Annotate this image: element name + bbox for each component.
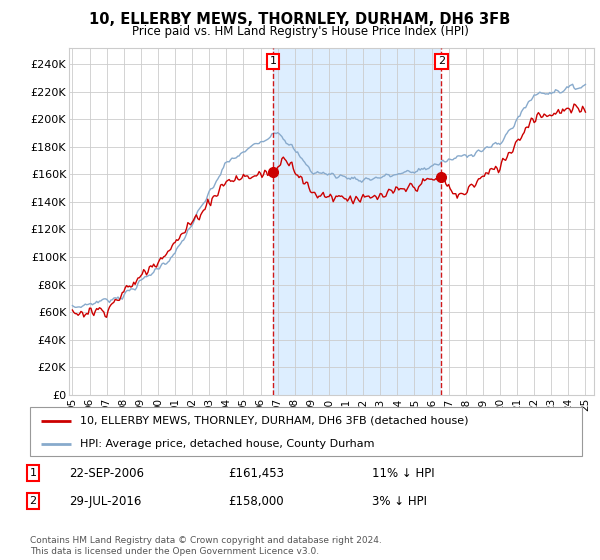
Text: £161,453: £161,453 bbox=[228, 466, 284, 480]
Text: 10, ELLERBY MEWS, THORNLEY, DURHAM, DH6 3FB (detached house): 10, ELLERBY MEWS, THORNLEY, DURHAM, DH6 … bbox=[80, 416, 468, 426]
Text: Price paid vs. HM Land Registry's House Price Index (HPI): Price paid vs. HM Land Registry's House … bbox=[131, 25, 469, 38]
Bar bbox=[273, 48, 441, 395]
Text: 2: 2 bbox=[438, 57, 445, 67]
FancyBboxPatch shape bbox=[30, 407, 582, 456]
Text: Contains HM Land Registry data © Crown copyright and database right 2024.
This d: Contains HM Land Registry data © Crown c… bbox=[30, 536, 382, 556]
Text: 1: 1 bbox=[269, 57, 277, 67]
Text: £158,000: £158,000 bbox=[228, 494, 284, 508]
Text: 3% ↓ HPI: 3% ↓ HPI bbox=[372, 494, 427, 508]
Text: 2: 2 bbox=[29, 496, 37, 506]
Text: 22-SEP-2006: 22-SEP-2006 bbox=[69, 466, 144, 480]
Text: HPI: Average price, detached house, County Durham: HPI: Average price, detached house, Coun… bbox=[80, 439, 374, 449]
Text: 29-JUL-2016: 29-JUL-2016 bbox=[69, 494, 142, 508]
Text: 11% ↓ HPI: 11% ↓ HPI bbox=[372, 466, 434, 480]
Text: 1: 1 bbox=[29, 468, 37, 478]
Text: 10, ELLERBY MEWS, THORNLEY, DURHAM, DH6 3FB: 10, ELLERBY MEWS, THORNLEY, DURHAM, DH6 … bbox=[89, 12, 511, 27]
